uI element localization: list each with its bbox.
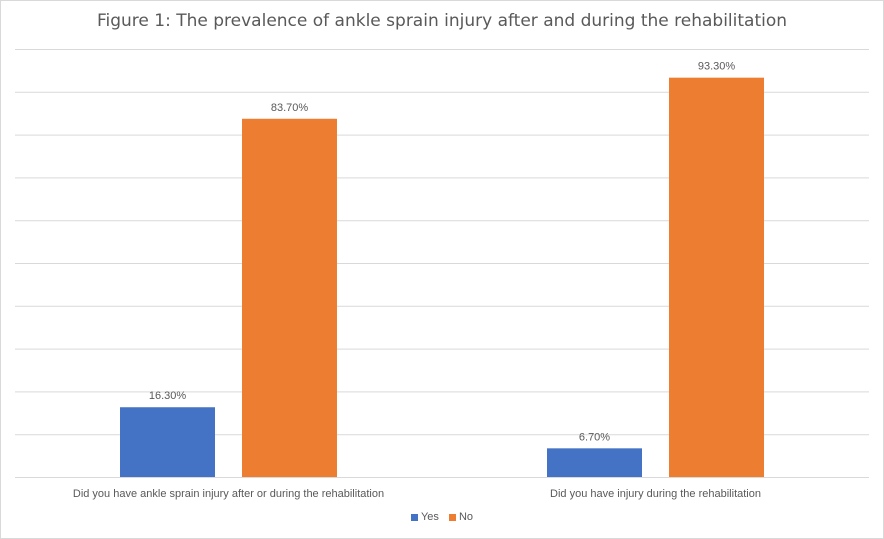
bar-no	[242, 118, 337, 477]
legend-item-no: No	[448, 511, 473, 523]
data-label: 16.30%	[149, 390, 187, 402]
data-label: 83.70%	[271, 102, 309, 114]
legend-swatch-no	[448, 513, 456, 521]
bar-yes	[120, 407, 215, 477]
bar-yes	[547, 448, 642, 477]
legend-swatch-yes	[410, 513, 418, 521]
chart-title: Figure 1: The prevalence of ankle sprain…	[96, 11, 788, 31]
x-tick-label: Did you have ankle sprain injury after o…	[73, 488, 384, 500]
data-label: 93.30%	[698, 61, 736, 73]
data-label: 6.70%	[579, 431, 610, 443]
legend-label-yes: Yes	[420, 511, 439, 523]
legend: Yes No	[0, 511, 884, 523]
legend-label-no: No	[458, 511, 473, 523]
bar-no	[669, 77, 764, 478]
legend-item-yes: Yes	[410, 511, 439, 523]
x-tick-label: Did you have injury during the rehabilit…	[550, 488, 761, 500]
